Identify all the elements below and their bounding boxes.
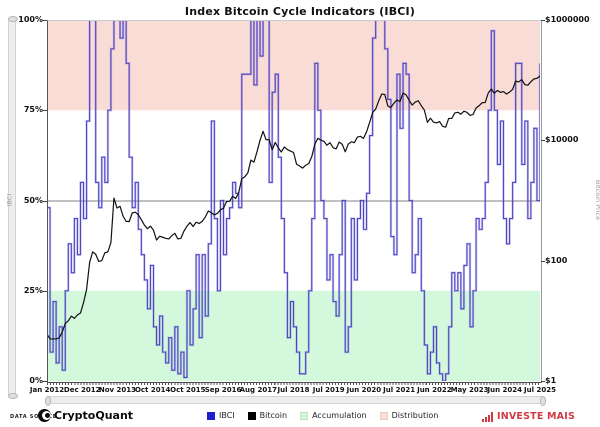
- vertical-range-slider[interactable]: [8, 16, 18, 399]
- chart-legend: IBCI Bitcoin Accumulation Distribution: [207, 411, 438, 420]
- legend-label: IBCI: [219, 411, 235, 420]
- x-axis-tick-label: May 2023: [450, 386, 489, 394]
- x-axis-tick-label: Jul 2019: [312, 386, 345, 394]
- legend-swatch-icon: [379, 411, 388, 420]
- x-axis-tick-label: Sep 2016: [204, 386, 242, 394]
- investe-mais-text: INVESTE MAIS: [496, 411, 575, 422]
- x-axis-tick-label: Dec 2012: [63, 386, 101, 394]
- legend-item-accumulation[interactable]: Accumulation: [300, 411, 367, 420]
- y-axis-right-tick-mark: [541, 20, 545, 21]
- x-axis-tick-label: Oct 2015: [170, 386, 206, 394]
- x-axis-tick-label: Aug 2017: [239, 386, 277, 394]
- y-axis-left-tick-mark: [43, 200, 47, 202]
- x-axis-tick-label: Jun 2022: [417, 386, 452, 394]
- investe-mais-watermark: INVESTE MAIS: [481, 411, 575, 422]
- y-axis-right-tick-mark: [541, 260, 545, 262]
- x-axis-tick-label: Jan 2012: [29, 386, 65, 394]
- legend-label: Bitcoin: [259, 411, 288, 420]
- x-axis-tick-label: Jul 2025: [524, 386, 556, 394]
- y-axis-left-tick-mark: [43, 110, 47, 112]
- footer: DATA SOURCE CryptoQuant IBCI Bitcoin Accum…: [0, 406, 600, 427]
- bar-chart-icon: [481, 412, 493, 422]
- legend-swatch-icon: [247, 411, 256, 420]
- right-axis-title: Bitcoin Price: [594, 179, 600, 221]
- y-axis-right-tick-label: $10000: [545, 135, 579, 145]
- slider-handle-left[interactable]: [45, 396, 51, 406]
- slider-handle-top[interactable]: [8, 16, 18, 22]
- legend-label: Distribution: [391, 411, 439, 420]
- horizontal-range-slider[interactable]: [45, 396, 546, 406]
- legend-item-distribution[interactable]: Distribution: [379, 411, 439, 420]
- y-axis-left-tick-label: 0%: [29, 376, 43, 385]
- y-axis-right-tick-label: $1: [545, 376, 557, 385]
- x-axis-tick-label: Oct 2014: [134, 386, 171, 394]
- legend-item-ibci[interactable]: IBCI: [207, 411, 235, 420]
- ibci-bitcoin-chart-plot[interactable]: [47, 20, 540, 381]
- y-axis-left-tick-mark: [43, 20, 47, 21]
- y-axis-left-tick-mark: [43, 381, 47, 382]
- y-axis-left-tick-label: 25%: [23, 285, 43, 295]
- slider-handle-bottom[interactable]: [8, 393, 18, 399]
- cryptoquant-logo-icon: [38, 409, 51, 422]
- x-axis-tick-label: Jun 2024: [487, 386, 523, 394]
- y-axis-left-tick-label: 100%: [18, 15, 43, 24]
- data-source-label: DATA SOURCE: [10, 414, 57, 420]
- y-axis-right-tick-mark: [541, 140, 545, 142]
- x-axis-tick-label: Jul 2021: [383, 386, 416, 394]
- x-axis-minor-ticks: [47, 382, 541, 385]
- y-axis-left-tick-mark: [43, 290, 47, 292]
- legend-swatch-icon: [207, 411, 215, 420]
- y-axis-left-tick-label: 75%: [23, 105, 43, 115]
- slider-handle-right[interactable]: [540, 396, 546, 406]
- y-axis-right-tick-mark: [541, 381, 545, 382]
- x-axis-tick-label: Jul 2018: [277, 386, 310, 394]
- x-axis-tick-label: Jun 2020: [346, 386, 382, 394]
- legend-swatch-icon: [300, 411, 309, 420]
- cryptoquant-logo-dot: [45, 413, 50, 418]
- cryptoquant-brand-text: CryptoQuant: [54, 409, 134, 422]
- y-axis-left-tick-label: 50%: [23, 195, 43, 205]
- legend-item-bitcoin[interactable]: Bitcoin: [247, 411, 288, 420]
- legend-label: Accumulation: [312, 411, 367, 420]
- y-axis-right-tick-label: $1000000: [545, 15, 590, 24]
- chart-title: Index Bitcoin Cycle Indicators (IBCI): [184, 5, 416, 18]
- y-axis-right-tick-label: $100: [545, 255, 568, 265]
- x-axis-tick-label: Nov 2013: [98, 386, 136, 394]
